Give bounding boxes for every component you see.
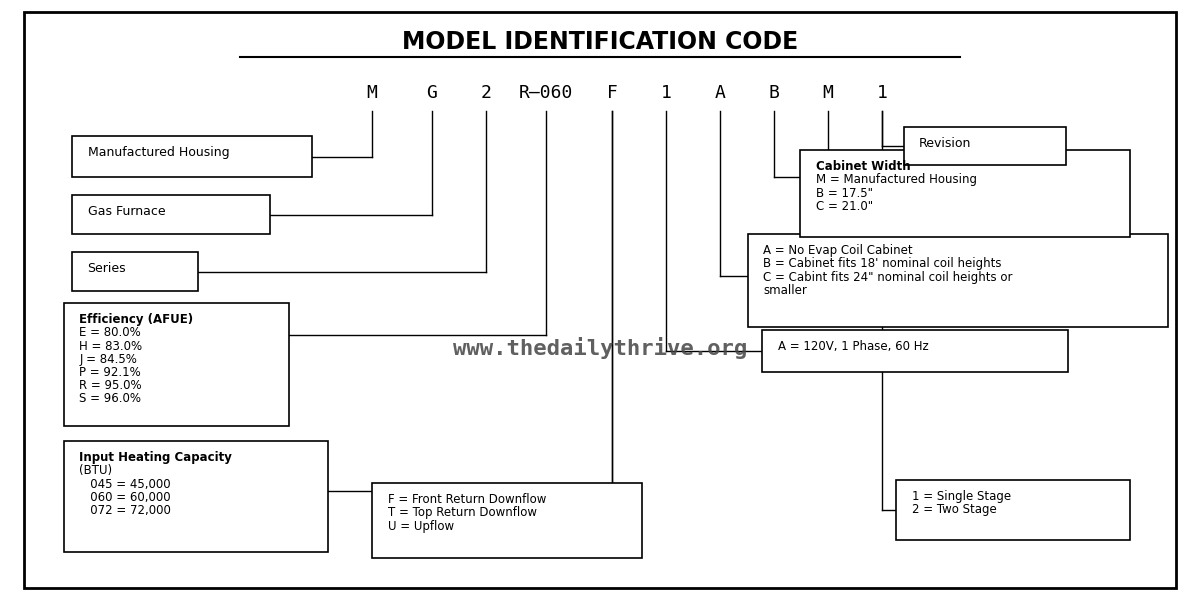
FancyBboxPatch shape <box>800 150 1130 237</box>
Text: 060 = 60,000: 060 = 60,000 <box>79 491 170 504</box>
Text: Input Heating Capacity: Input Heating Capacity <box>79 451 232 464</box>
Text: Gas Furnace: Gas Furnace <box>88 205 166 218</box>
FancyBboxPatch shape <box>748 234 1168 327</box>
Text: E = 80.0%: E = 80.0% <box>79 326 140 340</box>
Text: (BTU): (BTU) <box>79 464 113 478</box>
Text: M: M <box>366 84 378 102</box>
Text: Cabinet Width: Cabinet Width <box>816 160 911 173</box>
Text: 1: 1 <box>876 84 888 102</box>
Text: B = 17.5": B = 17.5" <box>816 187 874 200</box>
Text: R = 95.0%: R = 95.0% <box>79 379 142 392</box>
Text: C = Cabint fits 24" nominal coil heights or: C = Cabint fits 24" nominal coil heights… <box>763 271 1013 284</box>
Text: F = Front Return Downflow: F = Front Return Downflow <box>388 493 546 506</box>
Text: Efficiency (AFUE): Efficiency (AFUE) <box>79 313 193 326</box>
Text: 2: 2 <box>480 84 492 102</box>
FancyBboxPatch shape <box>64 303 289 426</box>
Text: M: M <box>822 84 834 102</box>
Text: J = 84.5%: J = 84.5% <box>79 353 137 366</box>
Text: R–060: R–060 <box>518 84 574 102</box>
Text: B: B <box>768 84 780 102</box>
Text: Revision: Revision <box>919 137 972 151</box>
Text: 1: 1 <box>660 84 672 102</box>
Text: B = Cabinet fits 18' nominal coil heights: B = Cabinet fits 18' nominal coil height… <box>763 257 1002 271</box>
Text: C = 21.0": C = 21.0" <box>816 200 874 213</box>
Text: M = Manufactured Housing: M = Manufactured Housing <box>816 173 977 187</box>
FancyBboxPatch shape <box>904 127 1066 165</box>
Text: P = 92.1%: P = 92.1% <box>79 366 140 379</box>
Text: 2 = Two Stage: 2 = Two Stage <box>912 503 997 517</box>
Text: 1 = Single Stage: 1 = Single Stage <box>912 490 1012 503</box>
Text: S = 96.0%: S = 96.0% <box>79 392 142 406</box>
Text: U = Upflow: U = Upflow <box>388 520 454 533</box>
FancyBboxPatch shape <box>64 441 328 552</box>
FancyBboxPatch shape <box>762 330 1068 372</box>
Text: www.thedailythrive.org: www.thedailythrive.org <box>452 337 748 359</box>
Text: Manufactured Housing: Manufactured Housing <box>88 146 229 160</box>
FancyBboxPatch shape <box>72 252 198 291</box>
FancyBboxPatch shape <box>896 480 1130 540</box>
Text: MODEL IDENTIFICATION CODE: MODEL IDENTIFICATION CODE <box>402 30 798 54</box>
Text: G: G <box>426 84 438 102</box>
Text: A = 120V, 1 Phase, 60 Hz: A = 120V, 1 Phase, 60 Hz <box>778 340 929 353</box>
Text: F: F <box>606 84 618 102</box>
Text: A = No Evap Coil Cabinet: A = No Evap Coil Cabinet <box>763 244 913 257</box>
Text: 045 = 45,000: 045 = 45,000 <box>79 478 170 491</box>
FancyBboxPatch shape <box>372 483 642 558</box>
Text: T = Top Return Downflow: T = Top Return Downflow <box>388 506 536 520</box>
FancyBboxPatch shape <box>72 136 312 177</box>
Text: H = 83.0%: H = 83.0% <box>79 340 143 353</box>
Text: A: A <box>714 84 726 102</box>
FancyBboxPatch shape <box>72 195 270 234</box>
Text: Series: Series <box>88 262 126 275</box>
Text: 072 = 72,000: 072 = 72,000 <box>79 504 172 517</box>
Text: smaller: smaller <box>763 284 808 297</box>
